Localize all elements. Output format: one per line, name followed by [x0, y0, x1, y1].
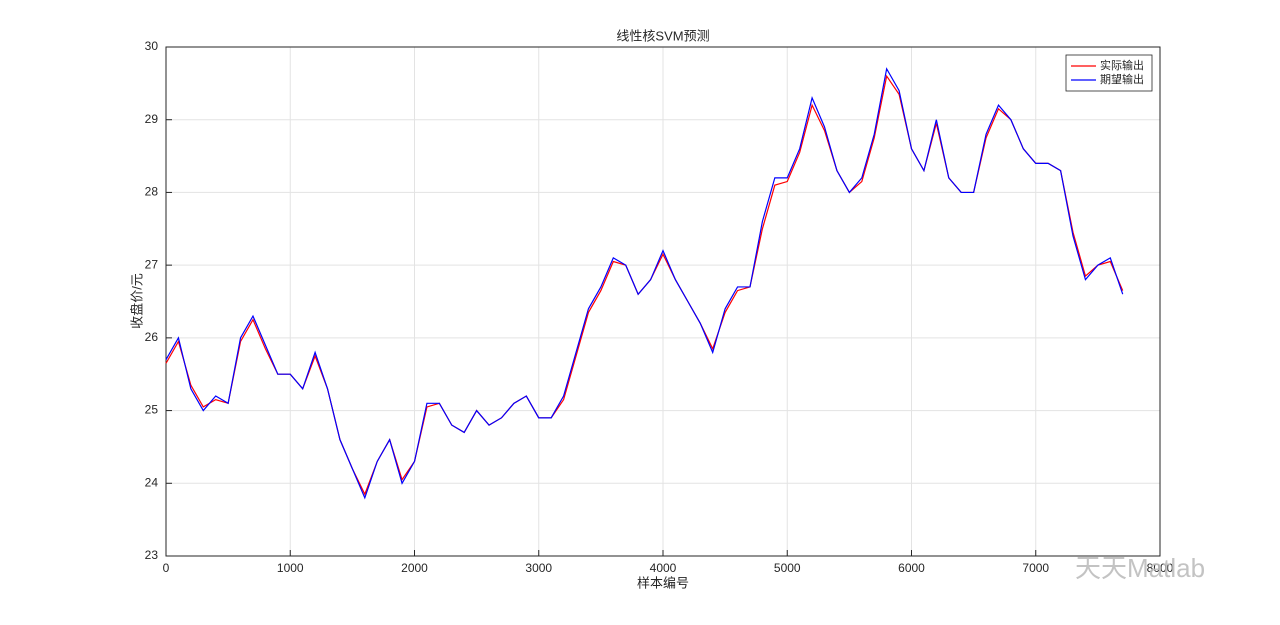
series-line	[165, 67, 1124, 500]
x-tick-label: 6000	[898, 561, 925, 575]
axes-box	[165, 46, 1161, 557]
y-axis-label: 收盘价/元	[129, 273, 144, 329]
y-tick-label: 26	[145, 330, 159, 344]
x-tick-label: 7000	[1022, 561, 1049, 575]
legend-label: 期望输出	[1100, 72, 1144, 86]
y-tick-label: 25	[145, 403, 159, 417]
x-tick-label: 3000	[525, 561, 552, 575]
y-tick-label: 30	[145, 39, 159, 53]
x-tick-label: 5000	[774, 561, 801, 575]
y-tick-label: 29	[145, 112, 159, 126]
watermark: 天天Matlab	[1075, 553, 1205, 583]
x-axis-label: 样本编号	[637, 575, 689, 590]
x-tick-label: 0	[163, 561, 170, 575]
x-tick-label: 1000	[277, 561, 304, 575]
y-tick-label: 23	[145, 548, 159, 562]
x-tick-label: 4000	[650, 561, 677, 575]
chart-title: 线性核SVM预测	[616, 28, 709, 43]
y-tick-label: 27	[145, 257, 159, 271]
y-tick-label: 24	[145, 475, 159, 489]
legend-label: 实际输出	[1100, 58, 1144, 72]
legend-box	[1065, 54, 1153, 92]
x-tick-label: 8000	[1147, 561, 1174, 575]
x-tick-label: 2000	[401, 561, 428, 575]
y-tick-label: 28	[145, 185, 159, 199]
